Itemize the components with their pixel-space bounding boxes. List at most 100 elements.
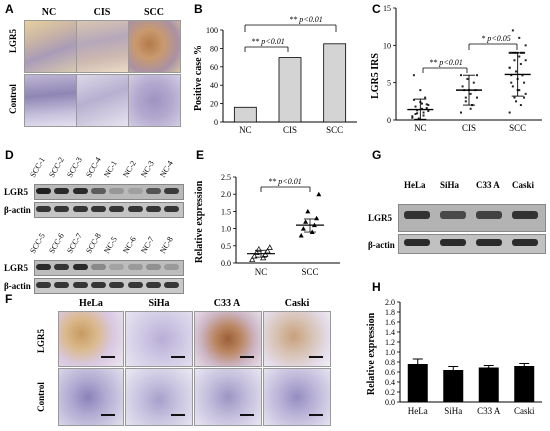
panel-c-point <box>469 92 472 95</box>
panel-c-point <box>469 107 472 110</box>
panel-c-point <box>416 109 419 112</box>
panel-d-band <box>72 264 88 270</box>
panel-f-scalebar <box>309 414 323 416</box>
panel-c-point <box>476 74 478 77</box>
panel-b-annotation-nc-scc: ** p<0.01 <box>289 15 322 24</box>
panel-c-point <box>515 70 518 73</box>
panel-c-point <box>411 115 414 118</box>
panel-c-point <box>519 104 522 107</box>
panel-c-point <box>510 51 513 54</box>
panel-a-micrograph-cis-lgr5 <box>76 20 129 73</box>
panel-f-col-caski: Caski <box>284 298 310 309</box>
panel-d-bottom-lane-label: SCC-5 <box>28 231 47 255</box>
panel-e-point <box>249 256 256 262</box>
panel-b-annotation-nc-cis: ** p<0.01 <box>251 37 284 46</box>
panel-e-point <box>316 191 322 197</box>
panel-h-x-tick-label: SiHa <box>444 406 462 416</box>
panel-c-y-tick-label: 10 <box>383 41 391 50</box>
panel-c-point <box>425 107 428 110</box>
panel-f-scalebar <box>171 356 185 358</box>
panel-h-y-tick-label: 0.0 <box>385 398 395 407</box>
panel-e-ylabel: Relative expression <box>194 180 205 263</box>
panel-d-band <box>90 206 106 212</box>
panel-h-y-tick-label: 1.6 <box>385 318 395 327</box>
panel-h-y-tick-label: 2.0 <box>385 298 395 307</box>
panel-f-micrograph-caski-lgr5 <box>263 311 331 367</box>
panel-a-row-lgr5: LGR5 <box>8 29 18 54</box>
panel-e-point <box>260 254 267 261</box>
panel-c-point <box>416 112 419 115</box>
panel-d-band <box>90 188 106 194</box>
panel-e-point <box>264 247 271 254</box>
panel-f-row-control: Control <box>36 382 46 412</box>
panel-c-point <box>466 77 469 80</box>
panel-h-label: H <box>372 280 381 294</box>
panel-c-x-tick-label: SCC <box>509 123 526 133</box>
panel-f-col-hela: HeLa <box>79 298 103 309</box>
panel-c-point <box>523 96 526 99</box>
panel-d-band <box>145 282 161 288</box>
panel-b-y-tick-label: 80 <box>210 44 218 53</box>
panel-g-lane-label: C33 A <box>476 180 500 190</box>
panel-h-x-tick-label: C33 A <box>477 406 501 416</box>
panel-f-label: F <box>5 292 13 306</box>
panel-c-point <box>508 51 511 54</box>
panel-h-bar <box>514 366 535 402</box>
panel-c-point <box>420 107 423 110</box>
panel-a-micrograph-scc-control <box>128 74 181 127</box>
panel-c-point <box>510 74 513 77</box>
panel-e-label: E <box>196 148 205 162</box>
panel-f-scalebar <box>101 356 115 358</box>
panel-d-band <box>109 282 125 288</box>
panel-c-point <box>523 81 526 84</box>
panel-d-bottom-lane-label: NC-6 <box>120 235 138 255</box>
panel-c-point <box>420 102 423 105</box>
panel-d-band <box>109 206 125 212</box>
panel-b-bar <box>233 106 257 123</box>
panel-a-micrograph-scc-lgr5 <box>128 20 181 73</box>
panel-f-micrograph-siha-control <box>125 368 193 426</box>
panel-c-point <box>518 55 521 58</box>
panel-d-band <box>36 206 51 212</box>
panel-d-band <box>90 264 106 270</box>
panel-c-point <box>425 103 428 106</box>
panel-c-annotation-cis-scc: * p<0.05 <box>481 34 510 43</box>
panel-e-x-tick-label: NC <box>255 267 268 277</box>
panel-a-micrograph-cis-control <box>76 74 129 127</box>
panel-g-band <box>440 239 466 246</box>
panel-b-y-tick-label: 100 <box>206 26 218 35</box>
panel-g-band <box>512 211 538 219</box>
panel-c-point <box>523 51 526 54</box>
panel-g-band <box>404 239 430 246</box>
panel-d-band <box>127 282 143 288</box>
panel-c-point <box>422 111 425 114</box>
panel-f-scalebar <box>171 414 185 416</box>
panel-g-band <box>440 211 466 219</box>
panel-d-row-lgr5-bottom: LGR5 <box>4 263 29 273</box>
panel-c-y-tick-label: 15 <box>383 4 391 13</box>
panel-c-point <box>422 114 425 117</box>
panel-c-point <box>461 85 464 88</box>
panel-a-micrograph-nc-lgr5 <box>24 20 77 73</box>
panel-c-point <box>521 74 524 77</box>
panel-d-row-actin-top: β-actin <box>4 205 31 215</box>
panel-c-point <box>464 96 467 99</box>
panel-e-point <box>300 226 306 231</box>
panel-f-scalebar <box>309 356 323 358</box>
panel-f-scalebar <box>240 356 254 358</box>
panel-h-y-tick-label: 0.4 <box>385 378 395 387</box>
panel-d-label: D <box>5 148 14 162</box>
panel-g-label: G <box>372 148 382 162</box>
panel-d-band <box>127 206 143 212</box>
panel-g-band <box>404 211 430 219</box>
panel-d-band <box>36 264 51 270</box>
panel-c-point <box>510 81 513 84</box>
panel-h-y-tick-label: 1.0 <box>385 348 395 357</box>
panel-c-point <box>412 74 415 77</box>
panel-h-y-tick-label: 1.2 <box>385 338 395 347</box>
panel-c-point <box>518 36 521 39</box>
panel-e-point <box>314 215 320 221</box>
panel-e-point <box>298 232 304 238</box>
panel-a-col-scc: SCC <box>143 7 164 18</box>
panel-c-point <box>524 44 527 47</box>
